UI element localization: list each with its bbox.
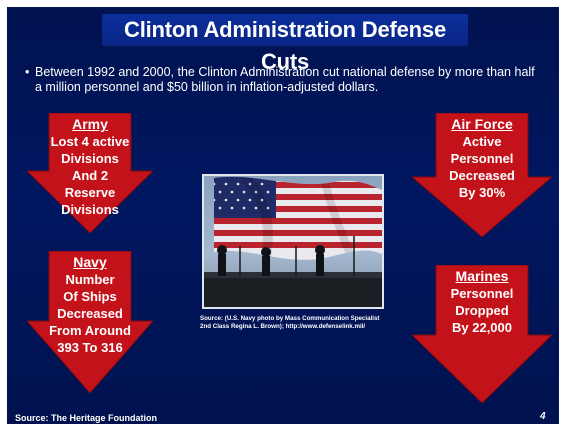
air-force-heading: Air Force — [451, 116, 513, 132]
slide-title: Clinton Administration Defense Cuts — [124, 17, 446, 74]
navy-label: Navy Number Of Ships Decreased From Arou… — [27, 254, 153, 356]
title-bar: Clinton Administration Defense Cuts — [102, 14, 468, 74]
down-arrow-icon — [412, 265, 552, 403]
bullet-text: Between 1992 and 2000, the Clinton Admin… — [35, 65, 535, 94]
footer-source: Source: The Heritage Foundation — [15, 413, 158, 423]
navy-body: Number Of Ships Decreased From Around 39… — [49, 272, 131, 355]
marines-body: Personnel Dropped By 22,000 — [450, 286, 514, 335]
navy-heading: Navy — [73, 254, 107, 270]
bullet-point: • Between 1992 and 2000, the Clinton Adm… — [25, 65, 545, 95]
army-heading: Army — [72, 116, 108, 132]
bullet-marker: • — [25, 65, 30, 79]
air-force-arrow: Air Force Active Personnel Decreased By … — [412, 113, 552, 237]
down-arrow-icon — [412, 113, 552, 237]
air-force-body: Active Personnel Decreased By 30% — [449, 134, 515, 200]
marines-label: Marines Personnel Dropped By 22,000 — [412, 268, 552, 336]
army-arrow: Army Lost 4 active Divisions And 2 Reser… — [27, 113, 153, 233]
marines-arrow: Marines Personnel Dropped By 22,000 — [412, 265, 552, 403]
navy-flag-photo — [202, 174, 384, 309]
down-arrow-icon — [27, 251, 153, 393]
air-force-label: Air Force Active Personnel Decreased By … — [412, 116, 552, 201]
down-arrow-icon — [27, 113, 153, 233]
flag-photo-illustration — [204, 176, 382, 307]
page-number: 4 — [540, 411, 546, 422]
marines-heading: Marines — [455, 268, 509, 284]
army-body: Lost 4 active Divisions And 2 Reserve Di… — [50, 134, 130, 217]
navy-arrow: Navy Number Of Ships Decreased From Arou… — [27, 251, 153, 393]
photo-caption: Source: (U.S. Navy photo by Mass Communi… — [200, 315, 380, 330]
slide: Clinton Administration Defense Cuts • Be… — [7, 7, 559, 424]
army-label: Army Lost 4 active Divisions And 2 Reser… — [27, 116, 153, 218]
